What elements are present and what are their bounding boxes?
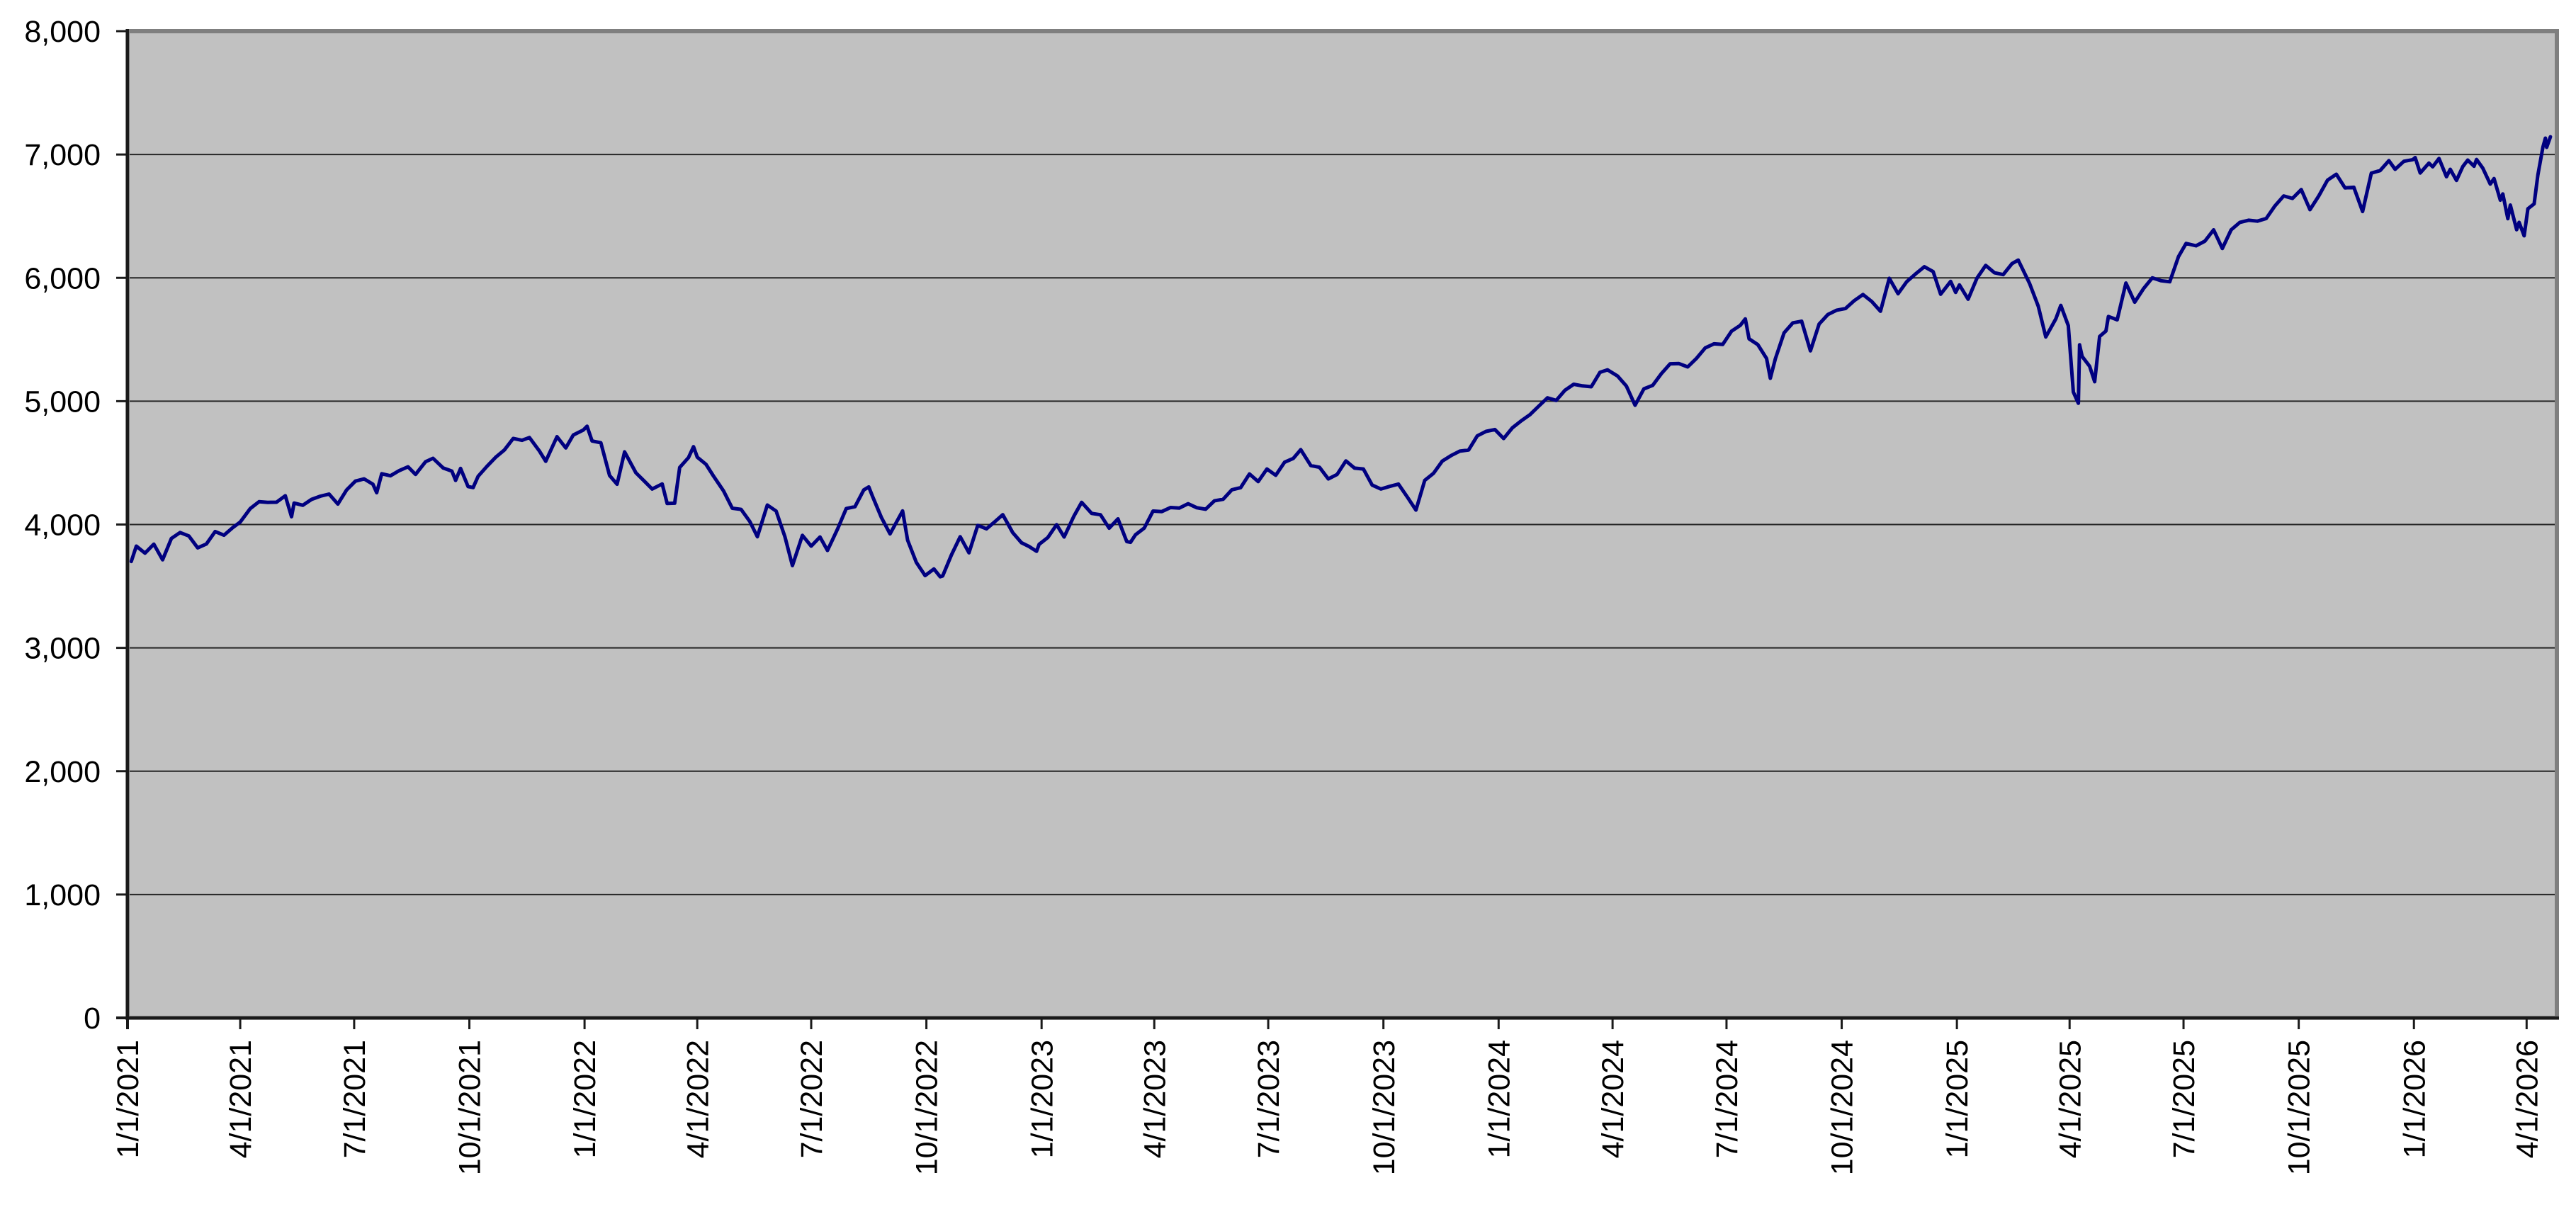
x-tick-label: 4/1/2022: [681, 1040, 715, 1158]
price-line: [129, 135, 2553, 579]
x-tick-label: 4/1/2023: [1138, 1040, 1172, 1158]
x-tick-label: 1/1/2026: [2397, 1040, 2431, 1158]
x-tick-label: 7/1/2025: [2167, 1040, 2201, 1158]
x-tick-label: 1/1/2021: [111, 1040, 145, 1158]
x-tick-label: 7/1/2021: [338, 1040, 372, 1158]
y-tick-label: 5,000: [24, 385, 101, 419]
x-tick-label: 1/1/2022: [568, 1040, 602, 1158]
y-tick-label: 4,000: [24, 509, 101, 543]
x-tick-label: 10/1/2023: [1367, 1040, 1401, 1175]
x-tick-label: 1/1/2023: [1025, 1040, 1059, 1158]
x-tick-label: 10/1/2024: [1826, 1040, 1860, 1175]
x-tick-label: 4/1/2025: [2053, 1040, 2087, 1158]
y-tick-label: 2,000: [24, 755, 101, 789]
x-tick-label: 4/1/2021: [224, 1040, 258, 1158]
y-tick-label: 8,000: [24, 15, 101, 49]
x-tick-label: 7/1/2023: [1252, 1040, 1286, 1158]
x-tick-label: 10/1/2022: [910, 1040, 944, 1175]
x-tick-label: 4/1/2026: [2510, 1040, 2544, 1158]
y-tick-label: 3,000: [24, 632, 101, 666]
x-tick-label: 7/1/2024: [1710, 1040, 1744, 1158]
y-tick-label: 7,000: [24, 138, 101, 172]
x-tick-label: 1/1/2025: [1941, 1040, 1975, 1158]
x-tick-label: 10/1/2021: [453, 1040, 487, 1175]
y-tick-label: 1,000: [24, 878, 101, 912]
x-tick-label: 7/1/2022: [795, 1040, 829, 1158]
x-tick-label: 1/1/2024: [1482, 1040, 1516, 1158]
x-tick-label: 4/1/2024: [1596, 1040, 1630, 1158]
x-tick-label: 10/1/2025: [2283, 1040, 2317, 1175]
y-tick-label: 0: [84, 1002, 101, 1036]
y-tick-label: 6,000: [24, 261, 101, 295]
